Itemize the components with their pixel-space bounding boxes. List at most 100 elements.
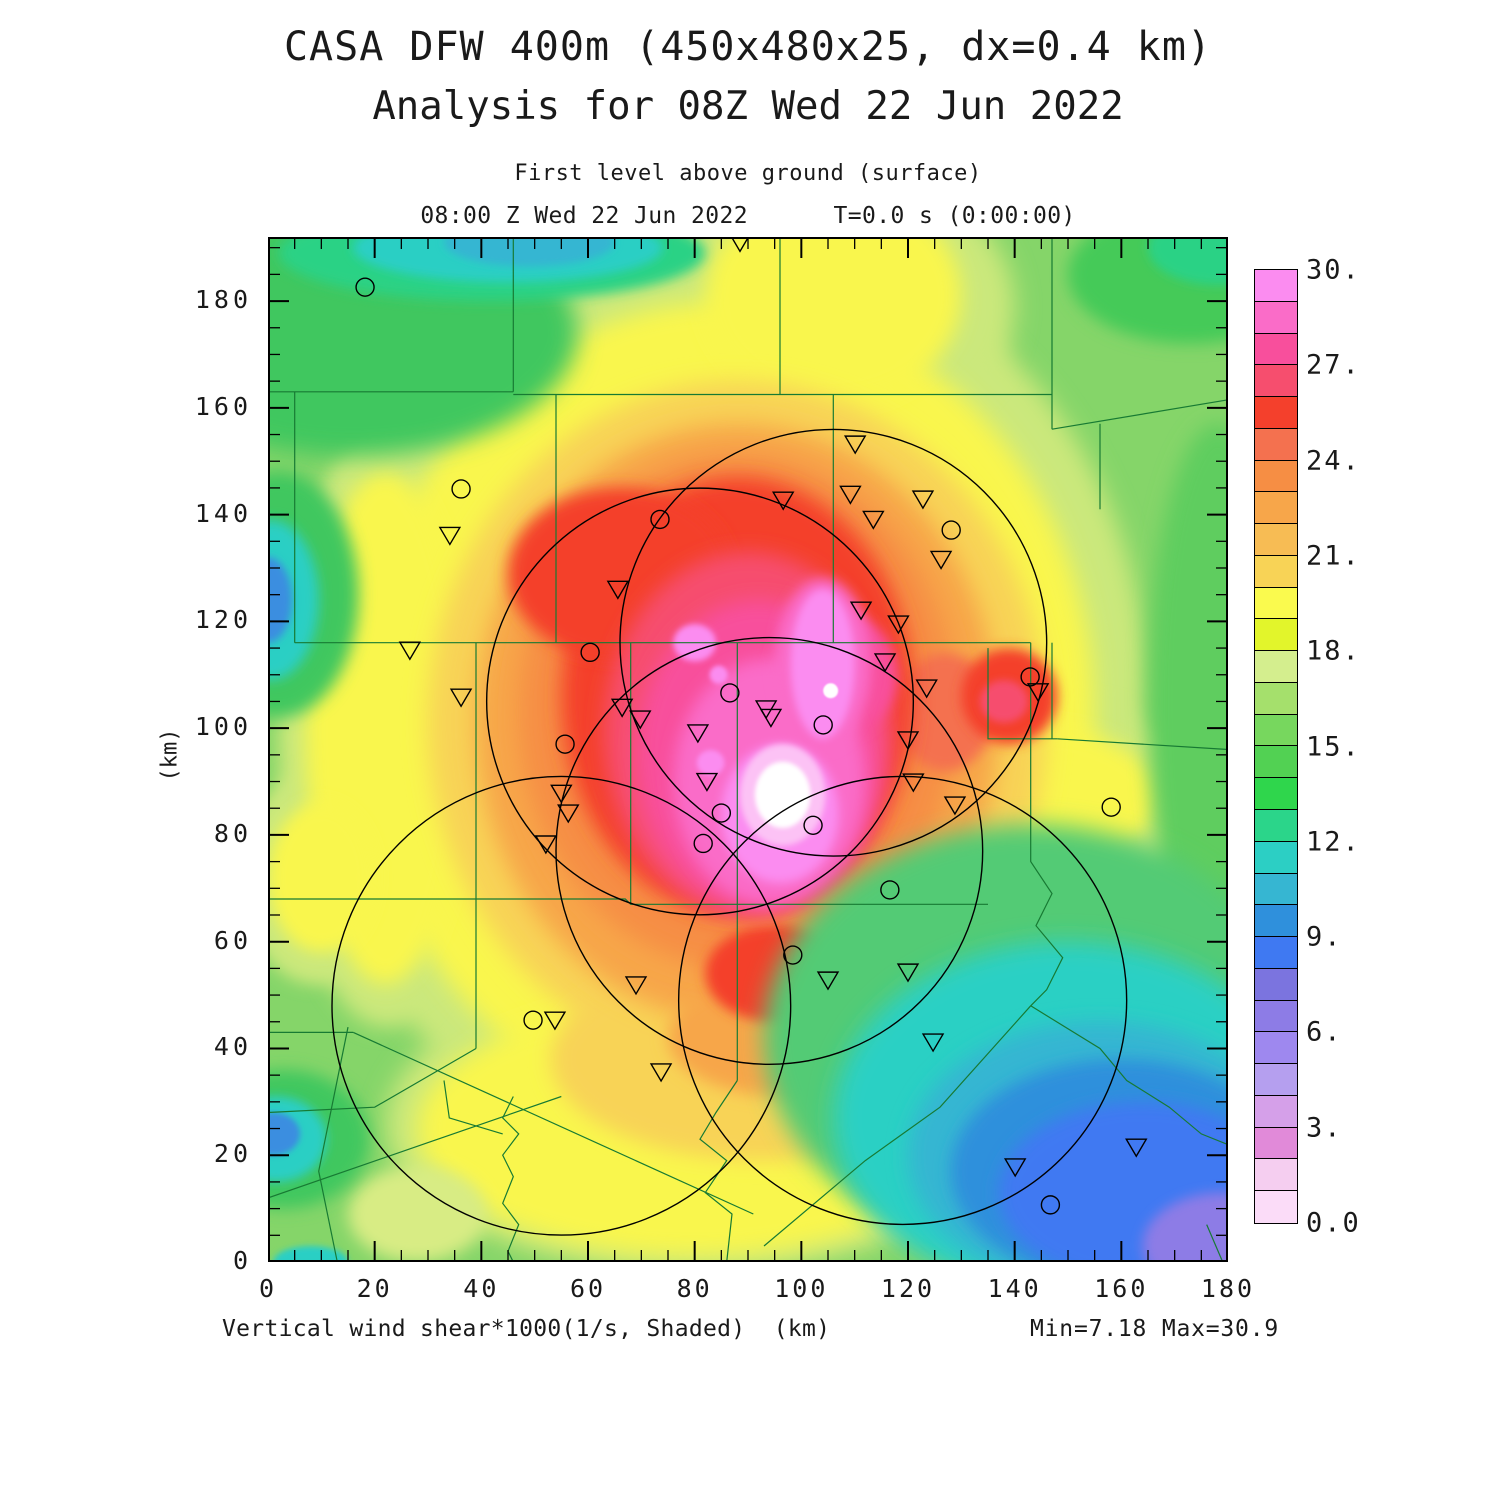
colorbar-segment — [1255, 555, 1297, 588]
plot-frame — [268, 237, 1228, 1262]
county-line — [268, 1095, 562, 1199]
triangle-marker — [902, 773, 925, 793]
colorbar — [1254, 269, 1298, 1224]
triangle-marker — [873, 653, 897, 673]
circle-marker — [880, 880, 900, 900]
field-blob — [348, 1165, 487, 1262]
colorbar-segment — [1255, 460, 1297, 493]
triangle-marker — [606, 580, 630, 600]
x-tick-label: 80 — [676, 1274, 713, 1303]
colorbar-label: 6. — [1306, 1016, 1343, 1048]
range-ring — [555, 636, 984, 1065]
y-tick-label: 20 — [213, 1139, 252, 1169]
colorbar-segment — [1255, 397, 1297, 429]
field-blob — [705, 237, 962, 403]
triangle-marker — [398, 641, 422, 661]
triangle-marker — [759, 708, 783, 728]
triangle-marker — [887, 615, 910, 635]
y-tick-label: 180 — [194, 285, 252, 315]
colorbar-segment — [1255, 1095, 1297, 1128]
triangle-marker — [921, 1033, 945, 1053]
field-blob — [268, 519, 319, 681]
x-tick-label: 60 — [569, 1274, 607, 1303]
triangle-marker — [649, 1063, 673, 1083]
x-tick-label: 160 — [1094, 1274, 1149, 1303]
field-blob — [709, 665, 728, 684]
triangle-marker — [816, 971, 840, 991]
field-blob — [696, 750, 725, 776]
colorbar-segment — [1255, 682, 1297, 715]
field-blob — [754, 761, 811, 828]
y-tick-label: 80 — [213, 818, 252, 848]
time-label: 08:00 Z Wed 22 Jun 2022 T=0.0 s (0:00:00… — [420, 203, 1076, 229]
colorbar-segment — [1255, 778, 1297, 811]
triangle-marker — [543, 1011, 567, 1031]
county-line — [443, 1080, 503, 1135]
axis-ticks — [268, 238, 1228, 1261]
x-tick-label: 120 — [880, 1274, 936, 1303]
colorbar-label: 12. — [1306, 826, 1361, 858]
page-title: CASA DFW 400m (450x480x25, dx=0.4 km) — [283, 24, 1213, 70]
triangle-marker — [1003, 1158, 1027, 1178]
triangle-marker — [771, 491, 795, 511]
y-tick-label: 0 — [232, 1246, 252, 1275]
triangle-marker — [843, 435, 867, 455]
station-markers — [355, 237, 1148, 1215]
colorbar-segment — [1255, 301, 1297, 334]
triangle-marker — [896, 963, 920, 983]
circle-marker — [813, 715, 833, 735]
triangle-marker — [557, 804, 580, 824]
colorbar-segment — [1255, 1127, 1297, 1160]
triangle-marker — [550, 784, 573, 804]
range-ring — [619, 428, 1048, 857]
circle-marker — [803, 815, 823, 836]
triangle-marker — [1026, 683, 1050, 703]
field-blob — [790, 589, 855, 739]
x-tick-label: 140 — [987, 1274, 1042, 1303]
x-tick-label: 100 — [774, 1274, 829, 1303]
colorbar-segment — [1255, 1064, 1297, 1096]
circle-marker — [555, 734, 575, 754]
y-tick-label: 40 — [213, 1032, 252, 1062]
field-blob — [1142, 1192, 1228, 1262]
colorbar-segment — [1255, 1191, 1297, 1223]
colorbar-label: 0.0 — [1306, 1207, 1361, 1239]
colorbar-segment — [1255, 714, 1297, 747]
triangle-marker — [849, 601, 873, 621]
colorbar-segment — [1255, 1000, 1297, 1033]
triangle-marker — [449, 688, 473, 708]
y-tick-label: 60 — [213, 925, 252, 955]
field-caption: Vertical wind shear*1000(1/s, Shaded) (k… — [222, 1316, 831, 1342]
county-line — [353, 1031, 754, 1215]
triangle-marker — [534, 835, 558, 855]
county-line — [1030, 642, 1064, 1007]
y-tick-label: 120 — [194, 605, 252, 635]
triangle-marker — [915, 679, 938, 699]
circle-marker — [693, 833, 713, 854]
county-line — [1051, 399, 1228, 430]
range-ring — [331, 775, 792, 1236]
triangle-marker — [624, 976, 648, 996]
colorbar-label: 15. — [1306, 731, 1361, 762]
triangle-marker — [686, 724, 710, 744]
level-label: First level above ground (surface) — [514, 161, 982, 186]
colorbar-segment — [1255, 619, 1297, 652]
triangle-marker — [911, 490, 935, 510]
circle-marker — [783, 945, 803, 965]
y-tick-label: 160 — [194, 391, 252, 421]
county-line — [763, 1005, 1032, 1247]
colorbar-segment — [1255, 587, 1297, 620]
triangle-marker — [862, 510, 885, 530]
colorbar-label: 21. — [1306, 540, 1361, 572]
colorbar-label: 9. — [1306, 921, 1343, 953]
field-blob — [1148, 423, 1228, 979]
colorbar-segment — [1255, 1032, 1297, 1065]
county-line — [1057, 738, 1228, 751]
triangle-marker — [929, 550, 953, 570]
y-tick-label: 100 — [194, 712, 252, 742]
county-line — [318, 1026, 349, 1262]
county-line — [987, 648, 1058, 740]
x-tick-label: 20 — [356, 1274, 393, 1303]
colorbar-segment — [1255, 746, 1297, 779]
